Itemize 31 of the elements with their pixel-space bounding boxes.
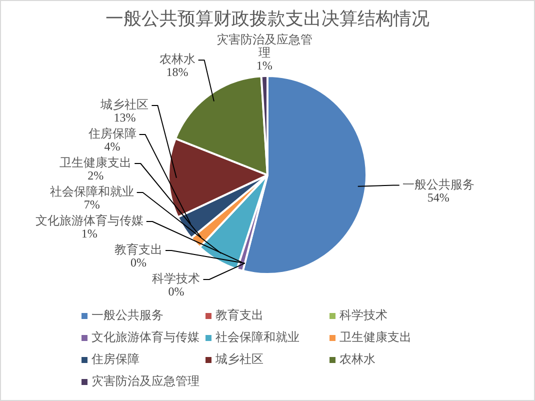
data-label: 7% [84,198,100,212]
data-label: 18% [166,65,188,80]
legend-label: 卫生健康支出 [340,330,412,344]
data-label: 1% [81,226,98,241]
slice-label: 农林水 [159,52,196,66]
slice-label: 文化旅游体育与传媒 [35,214,144,228]
category-label: 教育支出 [114,242,162,257]
legend-label: 教育支出 [216,308,264,322]
data-label: 13% [114,110,136,125]
legend-label: 住房保障 [90,352,140,366]
slice-label: 一般公共服务 [402,177,474,192]
legend-label: 一般公共服务 [92,308,164,322]
slice-label: 城乡社区 [100,98,149,112]
legend-label: 科学技术 [340,308,388,322]
slice-label: 卫生健康支出 [60,156,132,170]
legend-label: 灾害防治及应急管理 [92,374,200,388]
data-label: 1% [256,58,272,73]
text: 0% [168,284,184,299]
legend-label: 城乡社区 [214,352,264,366]
data-label: 2% [88,168,104,183]
data-label: 54% [427,190,450,204]
slice-label: 灾害防治及应急管理 [216,32,312,60]
legend-label: 农林水 [340,352,376,366]
text: 0% [130,256,146,270]
data-label: 4% [104,140,120,154]
legend-label: 社会保障和就业 [216,330,300,344]
slice-label: 社会保障和就业 [50,184,134,199]
legend-label: 文化旅游体育与传媒 [92,330,200,344]
category-label: 科学技术 [152,272,200,286]
chart-title: 一般公共预算财政拨款支出决算结构情况 [106,8,430,29]
slice-label: 住房保障 [87,126,136,141]
